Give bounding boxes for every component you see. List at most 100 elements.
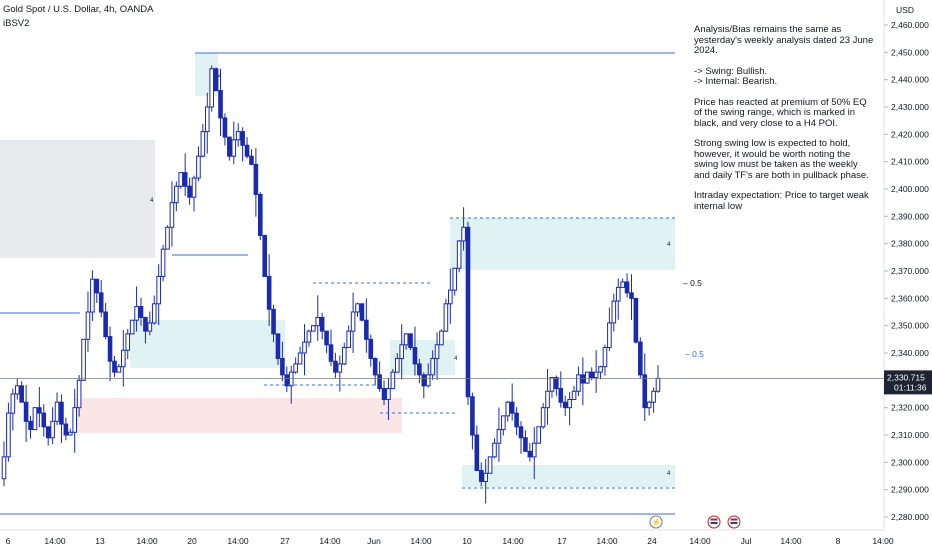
- candle-body: [67, 431, 73, 436]
- candle-body: [624, 281, 630, 294]
- candle-body: [249, 155, 254, 165]
- candle-body: [324, 330, 329, 346]
- y-axis[interactable]: 2,460.000 2,450.000 2,440.000 2,430.000 2,42…: [883, 0, 932, 530]
- candle: [112, 355, 117, 378]
- candle-body: [593, 371, 599, 379]
- candle: [187, 177, 192, 205]
- premium-zone: [0, 140, 155, 258]
- candle: [403, 333, 409, 350]
- analysis-internal: -> Internal: Bearish.: [694, 76, 778, 87]
- candle: [527, 443, 533, 462]
- candle-body: [129, 319, 135, 335]
- analysis-swing: -> Swing: Bullish.: [694, 65, 768, 77]
- candle-body: [470, 396, 475, 436]
- candle-body: [638, 341, 643, 376]
- candle: [381, 380, 387, 405]
- candle: [165, 225, 170, 250]
- currency-label[interactable]: USD: [896, 5, 914, 15]
- candle: [417, 358, 422, 384]
- analysis-line-4: Intraday expectation: Price to target we…: [694, 190, 869, 212]
- analysis-line-2: Price has reacted at premium of 50% EQ o…: [694, 96, 867, 129]
- candle-body: [169, 202, 175, 228]
- candle-body: [434, 344, 440, 359]
- zones-layer: [0, 53, 675, 487]
- candle-body: [355, 303, 360, 313]
- symbol-title[interactable]: Gold Spot / U.S. Dollar, 4h, OANDA: [3, 4, 154, 15]
- y-tick-label: 2,360.000: [891, 293, 929, 303]
- candle: [558, 371, 564, 408]
- candle-body: [651, 390, 656, 403]
- candle-body: [1, 456, 7, 480]
- candle-body: [456, 240, 462, 269]
- y-tick-label: 2,410.000: [891, 157, 929, 167]
- candle: [346, 325, 351, 349]
- candle-body: [253, 163, 259, 195]
- candle-body: [244, 144, 250, 157]
- candle-body: [642, 374, 648, 409]
- candle-body: [394, 357, 400, 373]
- candle: [319, 312, 325, 340]
- annotations-layer: – 0.5 – 0.5 4 4 4 4 4: [0, 52, 884, 515]
- candle: [143, 316, 148, 344]
- candle-body: [372, 357, 378, 376]
- candle-body: [452, 267, 458, 291]
- candle: [615, 278, 621, 320]
- candle-body: [213, 68, 219, 92]
- x-axis[interactable]: 6 14:00 13 14:00 20 14:00 27 14:00 Jun 14:00 10 14:…: [0, 515, 894, 546]
- candle: [496, 407, 502, 462]
- candle: [76, 375, 82, 417]
- candle: [129, 319, 135, 335]
- lightning-icon[interactable]: [649, 515, 663, 529]
- candle: [125, 328, 131, 359]
- candle-body: [6, 412, 11, 458]
- candle: [19, 381, 24, 403]
- analysis-line-3: Strong swing low is expected to hold, ho…: [694, 138, 869, 181]
- candle: [280, 341, 285, 382]
- candle: [434, 332, 440, 380]
- candle: [518, 421, 524, 454]
- candle-body: [98, 292, 104, 313]
- candle-body: [85, 311, 91, 340]
- candle-body: [271, 308, 276, 335]
- candle: [377, 361, 382, 392]
- candle-body: [112, 360, 117, 373]
- candle-body: [514, 412, 519, 428]
- indicator-name[interactable]: iBSV2: [3, 18, 30, 29]
- y-tick-label: 2,350.000: [891, 321, 929, 331]
- candle-body: [403, 333, 409, 346]
- candle: [355, 302, 360, 317]
- current-price-badge[interactable]: [884, 370, 932, 395]
- candle: [505, 400, 511, 422]
- candle: [341, 342, 347, 365]
- candle: [545, 369, 550, 425]
- candle: [302, 324, 307, 376]
- candle-body: [341, 347, 347, 365]
- candle-body: [580, 374, 586, 384]
- candle: [116, 363, 122, 373]
- candle-body: [10, 393, 16, 414]
- analysis-note: Analysis/Bias remains the same as yester…: [694, 24, 874, 222]
- candle-body: [178, 172, 184, 187]
- x-tick-label: 13: [95, 536, 105, 546]
- candle-body: [54, 401, 60, 422]
- candle-body: [293, 363, 298, 373]
- candle-body: [315, 316, 321, 327]
- candle-body: [576, 374, 581, 392]
- candle-body: [297, 352, 303, 365]
- marker-label: 4: [667, 242, 671, 248]
- candle-body: [160, 248, 166, 277]
- candle-body: [306, 330, 312, 343]
- supply-zone: [75, 398, 402, 433]
- candle: [85, 291, 91, 353]
- candle: [306, 329, 312, 347]
- y-tick-label: 2,430.000: [891, 102, 929, 112]
- candle-body: [615, 286, 621, 302]
- candle-body: [633, 297, 639, 343]
- h4-poi-zone: [450, 218, 675, 270]
- candle-body: [196, 155, 201, 179]
- candle-body: [32, 407, 38, 431]
- candle: [646, 400, 652, 416]
- candle: [324, 330, 329, 354]
- candle: [257, 192, 263, 241]
